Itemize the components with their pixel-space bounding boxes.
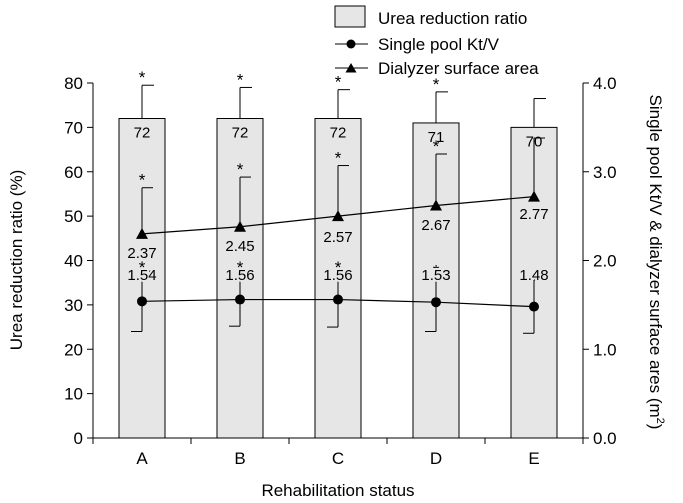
dialyzer-significance-star: * xyxy=(335,149,342,168)
right-tick-label: 2.0 xyxy=(593,252,617,271)
ktv-value-label: 1.53 xyxy=(421,267,450,284)
legend-triangle-marker xyxy=(345,63,357,73)
ktv-value-label: 1.56 xyxy=(323,267,352,284)
dialyzer-point-b xyxy=(234,220,246,232)
ktv-point-a xyxy=(137,296,147,307)
legend-circle-marker xyxy=(346,39,356,49)
right-tick-label: 4.0 xyxy=(593,74,617,93)
ktv-value-label: 1.48 xyxy=(519,267,548,284)
left-tick-label: 60 xyxy=(64,163,83,182)
bar-significance-star: * xyxy=(139,68,146,87)
legend-bar-swatch xyxy=(334,5,366,28)
ktv-value-label: 1.54 xyxy=(127,267,156,284)
dialyzer-significance-star: * xyxy=(139,171,146,190)
ktv-point-d xyxy=(431,297,441,308)
left-axis-ticks: 0 10 20 30 40 50 60 70 80 xyxy=(64,74,93,448)
dialyzer-value-label: 2.37 xyxy=(127,245,156,262)
dialyzer-significance-star: * xyxy=(433,137,440,156)
right-axis-title-main: Single pool Kt/V & dialyzer surface ares… xyxy=(646,95,665,418)
ktv-significance-star: * xyxy=(237,258,244,277)
left-tick-label: 10 xyxy=(64,385,83,404)
dialyzer-value-label: 2.77 xyxy=(519,206,548,223)
bar-significance-star: * xyxy=(433,75,440,94)
bar-value-label: 71 xyxy=(428,129,445,146)
left-tick-label: 50 xyxy=(64,207,83,226)
right-tick-label: 0.0 xyxy=(593,429,617,448)
ktv-point-e xyxy=(529,301,539,312)
x-axis-ticks: A B C D E xyxy=(92,438,584,468)
left-tick-label: 40 xyxy=(64,252,83,271)
bar-value-label: 72 xyxy=(232,125,249,142)
dialyzer-point-e xyxy=(528,190,540,202)
bar-value-label: 72 xyxy=(330,125,347,142)
dialyzer-significance-star: * xyxy=(237,160,244,179)
x-tick-label: E xyxy=(528,449,539,468)
ktv-point-c xyxy=(333,294,343,305)
x-tick-label: D xyxy=(430,449,442,468)
left-tick-label: 0 xyxy=(74,429,83,448)
dialyzer-value-label: 2.67 xyxy=(421,217,450,234)
plot-area: *72*72*72*71 70* * * *****2.37 2.452.572.672.… xyxy=(118,68,558,439)
legend: Urea reduction ratio Single pool Kt/V Di… xyxy=(334,5,539,78)
bar-significance-star: * xyxy=(335,73,342,92)
dialyzer-point-a xyxy=(136,227,148,239)
legend-label-ktv: Single pool Kt/V xyxy=(378,35,500,54)
x-tick-label: B xyxy=(234,449,245,468)
ktv-value-label: 1.56 xyxy=(225,267,254,284)
ktv-significance-star: * xyxy=(433,262,440,281)
right-axis-title-suffix: ) xyxy=(646,424,665,430)
left-axis-title: Urea reduction ratio (%) xyxy=(7,170,26,350)
legend-label-dialyzer: Dialyzer surface area xyxy=(378,59,539,78)
right-tick-label: 1.0 xyxy=(593,340,617,359)
left-tick-label: 20 xyxy=(64,340,83,359)
dialyzer-value-label: 2.45 xyxy=(225,238,254,255)
ktv-point-b xyxy=(235,294,245,305)
left-tick-label: 70 xyxy=(64,118,83,137)
ktv-significance-star: * xyxy=(335,258,342,277)
x-tick-label: A xyxy=(136,449,148,468)
bar-value-label: 72 xyxy=(134,125,151,142)
right-axis-title-superscript: 2 xyxy=(654,418,666,424)
dialyzer-point-c xyxy=(332,210,344,222)
dialyzer-point-d xyxy=(430,199,442,211)
bar-significance-star: * xyxy=(237,70,244,89)
dialyzer-value-label: 2.57 xyxy=(323,229,352,246)
x-tick-label: C xyxy=(332,449,344,468)
right-tick-label: 3.0 xyxy=(593,163,617,182)
right-axis-title: Single pool Kt/V & dialyzer surface ares… xyxy=(646,95,666,430)
left-tick-label: 80 xyxy=(64,74,83,93)
x-axis-title: Rehabilitation status xyxy=(261,481,414,500)
left-tick-label: 30 xyxy=(64,296,83,315)
legend-label-urea: Urea reduction ratio xyxy=(378,9,527,28)
ktv-significance-star: * xyxy=(139,258,146,277)
right-axis-ticks: 0.0 1.0 2.0 3.0 4.0 xyxy=(583,74,617,448)
